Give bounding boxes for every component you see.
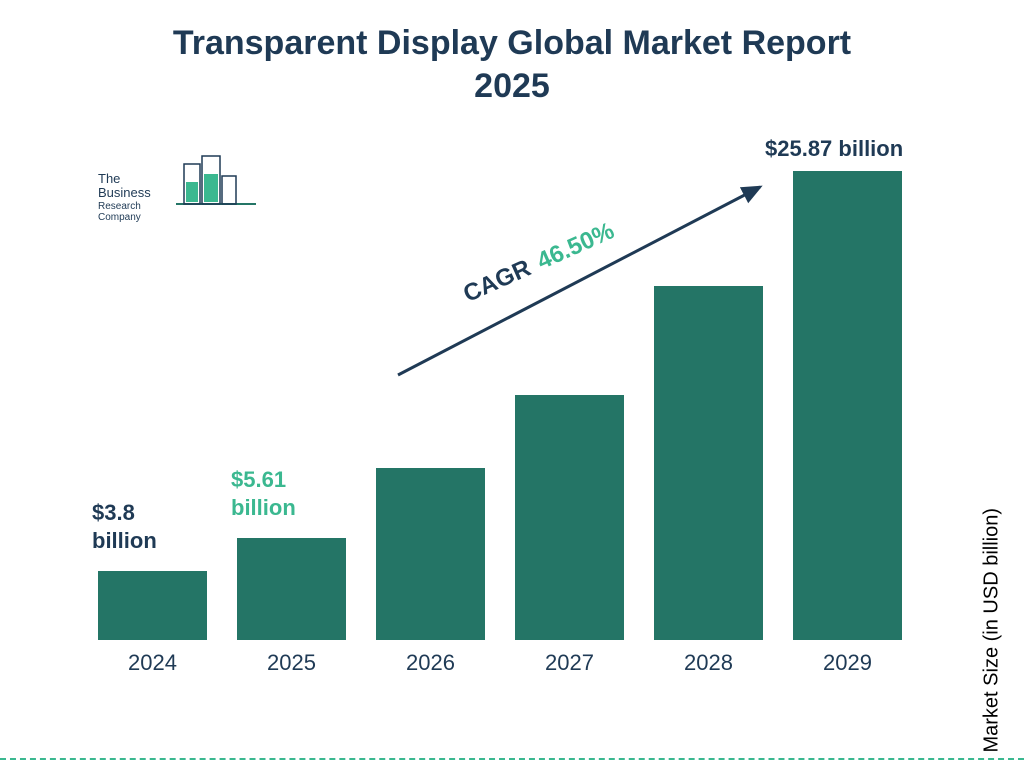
chart-title: Transparent Display Global Market Report… [0, 22, 1024, 107]
bar [98, 571, 207, 640]
x-axis-label: 2029 [793, 650, 902, 676]
title-line2: 2025 [474, 67, 550, 105]
bar [793, 171, 902, 640]
footer-dashed-line [0, 758, 1024, 760]
value-label: $3.8billion [92, 499, 157, 554]
bar-chart: 2024 2025 2026 2027 2028 2029 [86, 150, 936, 680]
bar [237, 538, 346, 640]
value-label: $25.87 billion [765, 135, 903, 163]
bar [376, 468, 485, 640]
x-axis-label: 2024 [98, 650, 207, 676]
x-axis-label: 2025 [237, 650, 346, 676]
y-axis-label: Market Size (in USD billion) [981, 508, 1004, 753]
bar [654, 286, 763, 640]
x-axis-label: 2027 [515, 650, 624, 676]
value-label: $5.61billion [231, 466, 296, 521]
bar [515, 395, 624, 640]
title-line1: Transparent Display Global Market Report [173, 24, 851, 62]
x-axis-label: 2028 [654, 650, 763, 676]
x-axis-label: 2026 [376, 650, 485, 676]
